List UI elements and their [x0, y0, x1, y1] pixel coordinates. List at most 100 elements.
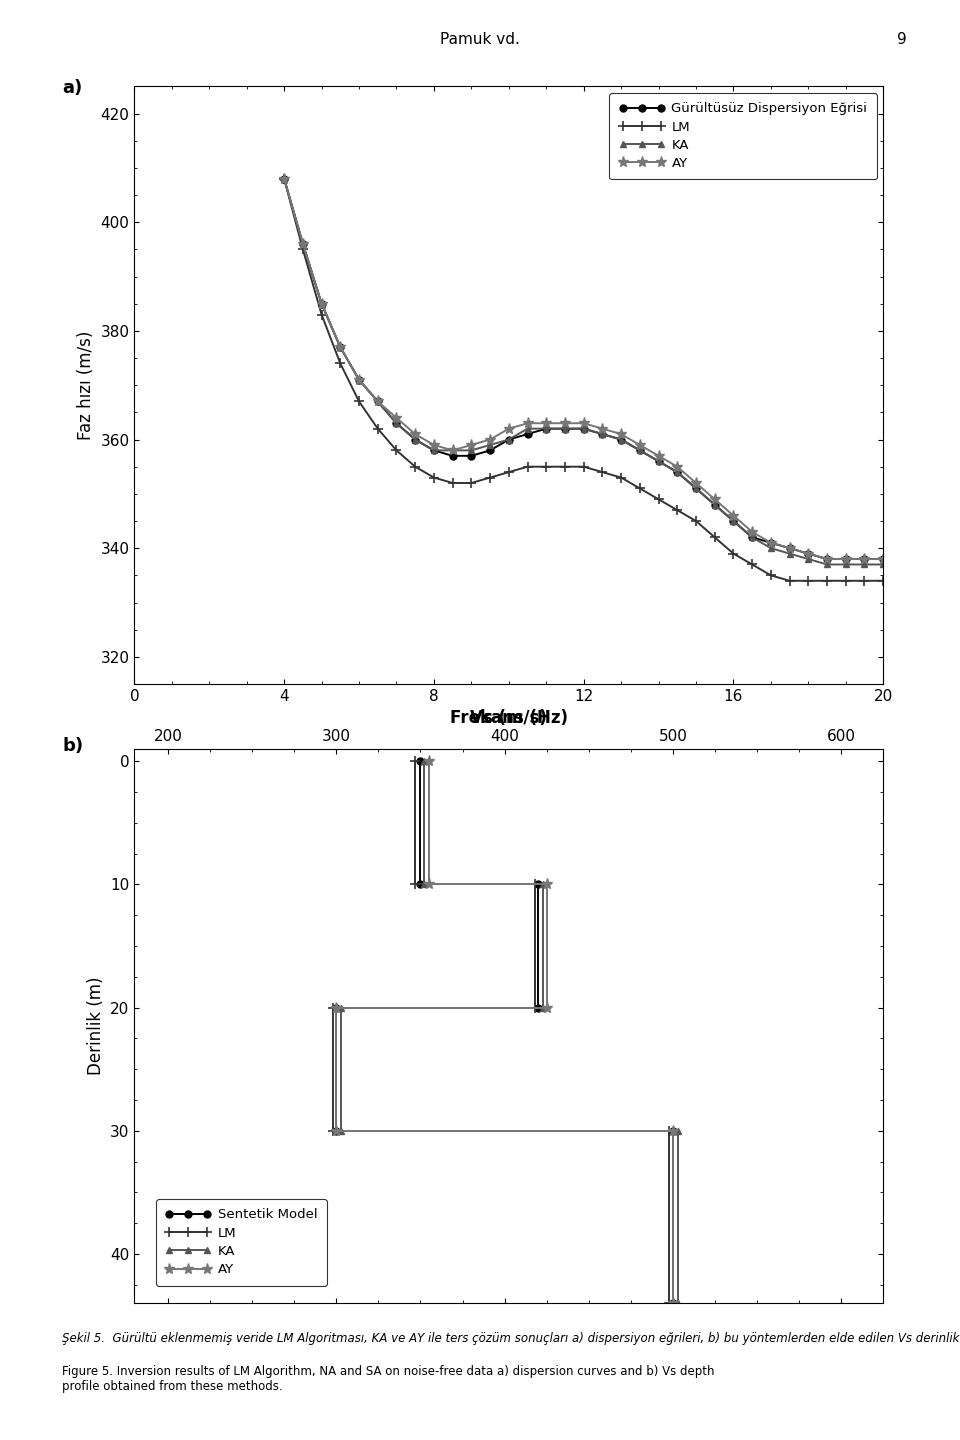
AY	[278, 170, 290, 187]
Text: 9: 9	[898, 32, 907, 46]
KA	[278, 170, 290, 187]
Gürültüsüz Dispersiyon Eğrisi	[466, 448, 477, 465]
Gürültüsüz Dispersiyon Eğrisi	[485, 442, 496, 459]
Line: Gürültüsüz Dispersiyon Eğrisi: Gürültüsüz Dispersiyon Eğrisi	[280, 176, 887, 563]
LM	[690, 513, 702, 530]
AY	[765, 534, 777, 552]
AY	[667, 1295, 679, 1312]
LM	[428, 469, 440, 487]
Sentetik Model	[533, 999, 544, 1017]
AY	[428, 436, 440, 454]
Sentetik Model	[415, 876, 426, 893]
LM	[597, 464, 609, 481]
AY	[634, 436, 645, 454]
Gürültüsüz Dispersiyon Eğrisi	[391, 415, 402, 432]
Gürültüsüz Dispersiyon Eğrisi	[634, 442, 645, 459]
KA	[391, 415, 402, 432]
Gürültüsüz Dispersiyon Eğrisi	[540, 420, 552, 438]
Gürültüsüz Dispersiyon Eğrisi	[858, 550, 870, 567]
LM	[783, 572, 795, 589]
Gürültüsüz Dispersiyon Eğrisi	[597, 425, 609, 442]
KA	[765, 540, 777, 557]
LM	[316, 305, 327, 323]
Sentetik Model	[330, 1122, 342, 1139]
LM	[503, 464, 515, 481]
Text: a): a)	[62, 79, 83, 98]
AY	[728, 507, 739, 524]
AY	[578, 415, 589, 432]
Gürültüsüz Dispersiyon Eğrisi	[747, 528, 758, 546]
KA	[336, 999, 348, 1017]
KA	[634, 442, 645, 459]
KA	[708, 495, 720, 513]
LM	[327, 999, 339, 1017]
AY	[540, 999, 552, 1017]
KA	[615, 431, 627, 448]
LM	[353, 393, 365, 410]
KA	[538, 999, 549, 1017]
LM	[372, 420, 384, 438]
Gürültüsüz Dispersiyon Eğrisi	[335, 338, 347, 356]
AY	[447, 442, 459, 459]
AY	[559, 415, 570, 432]
AY	[485, 431, 496, 448]
KA	[783, 544, 795, 562]
Sentetik Model	[667, 1295, 679, 1312]
LM	[559, 458, 570, 475]
AY	[653, 448, 664, 465]
KA	[747, 528, 758, 546]
Gürültüsüz Dispersiyon Eğrisi	[765, 534, 777, 552]
LM	[840, 572, 852, 589]
LM	[327, 1122, 339, 1139]
LM	[278, 170, 290, 187]
AY	[783, 540, 795, 557]
KA	[316, 295, 327, 312]
KA	[418, 753, 429, 770]
AY	[353, 372, 365, 389]
AY	[667, 1122, 679, 1139]
LM	[485, 469, 496, 487]
LM	[540, 458, 552, 475]
Gürültüsüz Dispersiyon Eğrisi	[353, 372, 365, 389]
KA	[466, 442, 477, 459]
Text: Şekil 5.  Gürültü eklenmemiş veride LM Algoritması, KA ve AY ile ters çözüm sonu: Şekil 5. Gürültü eklenmemiş veride LM Al…	[62, 1332, 960, 1345]
KA	[418, 876, 429, 893]
LM	[410, 876, 421, 893]
LM	[578, 458, 589, 475]
Gürültüsüz Dispersiyon Eğrisi	[559, 420, 570, 438]
Gürültüsüz Dispersiyon Eğrisi	[783, 540, 795, 557]
AY	[708, 491, 720, 508]
Legend: Gürültüsüz Dispersiyon Eğrisi, LM, KA, AY: Gürültüsüz Dispersiyon Eğrisi, LM, KA, A…	[610, 94, 876, 180]
LM	[663, 1295, 675, 1312]
AY	[391, 409, 402, 426]
KA	[335, 338, 347, 356]
AY	[316, 295, 327, 312]
LM	[663, 1122, 675, 1139]
LM	[747, 556, 758, 573]
KA	[559, 420, 570, 438]
AY	[423, 753, 435, 770]
Text: b): b)	[62, 737, 84, 755]
LM	[335, 354, 347, 372]
LM	[410, 458, 421, 475]
LM	[822, 572, 833, 589]
LM	[410, 753, 421, 770]
AY	[615, 425, 627, 442]
X-axis label: Frekans (Hz): Frekans (Hz)	[450, 710, 567, 727]
Gürültüsüz Dispersiyon Eğrisi	[653, 452, 664, 469]
Line: AY: AY	[278, 173, 889, 564]
AY	[540, 876, 552, 893]
KA	[538, 876, 549, 893]
Gürültüsüz Dispersiyon Eğrisi	[372, 393, 384, 410]
AY	[330, 1122, 342, 1139]
AY	[840, 550, 852, 567]
Text: Figure 5. Inversion results of LM Algorithm, NA and SA on noise-free data a) dis: Figure 5. Inversion results of LM Algori…	[62, 1365, 715, 1392]
Gürültüsüz Dispersiyon Eğrisi	[578, 420, 589, 438]
Text: Pamuk vd.: Pamuk vd.	[440, 32, 520, 46]
Gürültüsüz Dispersiyon Eğrisi	[672, 464, 684, 481]
AY	[298, 235, 309, 252]
Gürültüsüz Dispersiyon Eğrisi	[503, 431, 515, 448]
Line: LM: LM	[328, 756, 674, 1308]
Line: KA: KA	[338, 757, 682, 1306]
AY	[597, 420, 609, 438]
